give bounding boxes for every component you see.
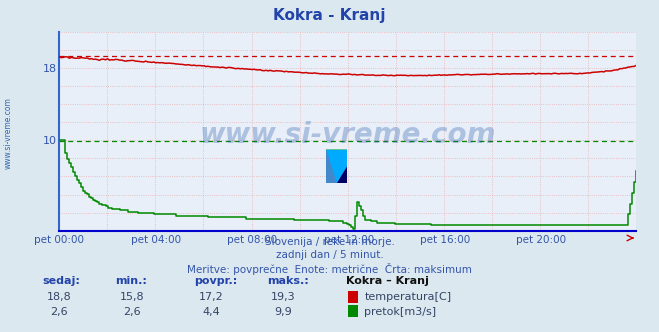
Polygon shape — [326, 149, 347, 183]
Text: Kokra – Kranj: Kokra – Kranj — [346, 276, 429, 286]
Text: povpr.:: povpr.: — [194, 276, 238, 286]
Text: pretok[m3/s]: pretok[m3/s] — [364, 307, 436, 317]
Text: www.si-vreme.com: www.si-vreme.com — [3, 97, 13, 169]
Text: 2,6: 2,6 — [51, 307, 68, 317]
Text: 18,8: 18,8 — [47, 292, 72, 302]
Text: www.si-vreme.com: www.si-vreme.com — [200, 121, 496, 149]
Text: Slovenija / reke in morje.: Slovenija / reke in morje. — [264, 237, 395, 247]
Text: 17,2: 17,2 — [198, 292, 223, 302]
Text: min.:: min.: — [115, 276, 147, 286]
Polygon shape — [337, 166, 347, 183]
Text: 2,6: 2,6 — [123, 307, 140, 317]
Text: Meritve: povprečne  Enote: metrične  Črta: maksimum: Meritve: povprečne Enote: metrične Črta:… — [187, 263, 472, 275]
Text: maks.:: maks.: — [267, 276, 308, 286]
Polygon shape — [326, 149, 347, 183]
Polygon shape — [326, 149, 347, 166]
Text: sedaj:: sedaj: — [43, 276, 80, 286]
Text: Kokra - Kranj: Kokra - Kranj — [273, 8, 386, 23]
Text: 19,3: 19,3 — [271, 292, 296, 302]
Text: 15,8: 15,8 — [119, 292, 144, 302]
Text: 4,4: 4,4 — [202, 307, 219, 317]
Text: temperatura[C]: temperatura[C] — [364, 292, 451, 302]
Text: zadnji dan / 5 minut.: zadnji dan / 5 minut. — [275, 250, 384, 260]
Text: 9,9: 9,9 — [275, 307, 292, 317]
